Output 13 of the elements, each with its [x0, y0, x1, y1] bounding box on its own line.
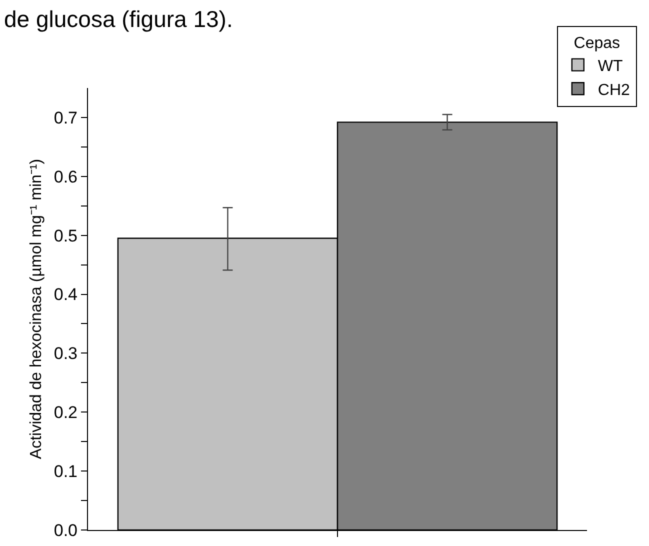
y-tick-label: 0.5	[54, 226, 78, 246]
y-tick-label: 0.4	[54, 285, 78, 304]
legend-label: WT	[598, 58, 623, 76]
y-tick-label: 0.1	[54, 462, 78, 482]
y-tick-label: 0.6	[54, 167, 78, 186]
y-tick-label: 0.7	[54, 108, 78, 128]
y-tick-label: 0.3	[54, 344, 78, 364]
y-axis-title: Actividad de hexocinasa (µmol mg⁻¹ min⁻¹)	[28, 158, 45, 460]
y-tick-label: 0.2	[54, 403, 78, 422]
y-tick-label: 0.0	[54, 520, 78, 540]
legend-title: Cepas	[574, 34, 620, 52]
text: de glucosa (figura 13).	[4, 6, 233, 32]
legend-label: CH2	[598, 82, 630, 99]
